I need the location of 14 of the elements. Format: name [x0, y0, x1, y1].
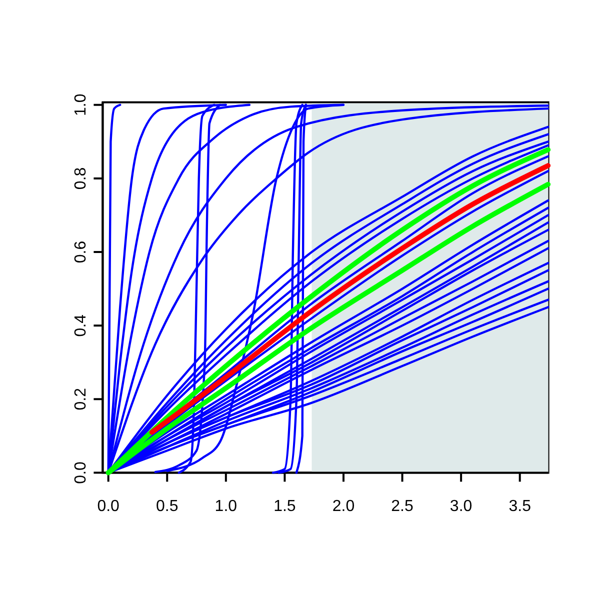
y-tick-label: 0.2	[72, 388, 90, 410]
x-tick-label: 2.0	[332, 498, 355, 516]
y-tick-label: 1.0	[72, 94, 90, 116]
y-tick-label: 0.8	[72, 167, 90, 190]
x-tick-label: 1.5	[274, 498, 296, 516]
y-tick-label: 0.0	[72, 461, 90, 484]
y-tick-label: 0.4	[72, 314, 90, 337]
x-tick-label: 1.0	[214, 498, 238, 516]
x-tick-label: 0.5	[156, 498, 178, 516]
x-tick-label: 2.5	[391, 498, 414, 516]
x-tick-label: 0.0	[97, 498, 120, 516]
x-tick-label: 3.0	[450, 498, 472, 516]
x-tick-label: 3.5	[508, 498, 532, 516]
y-tick-label: 0.6	[72, 240, 90, 264]
